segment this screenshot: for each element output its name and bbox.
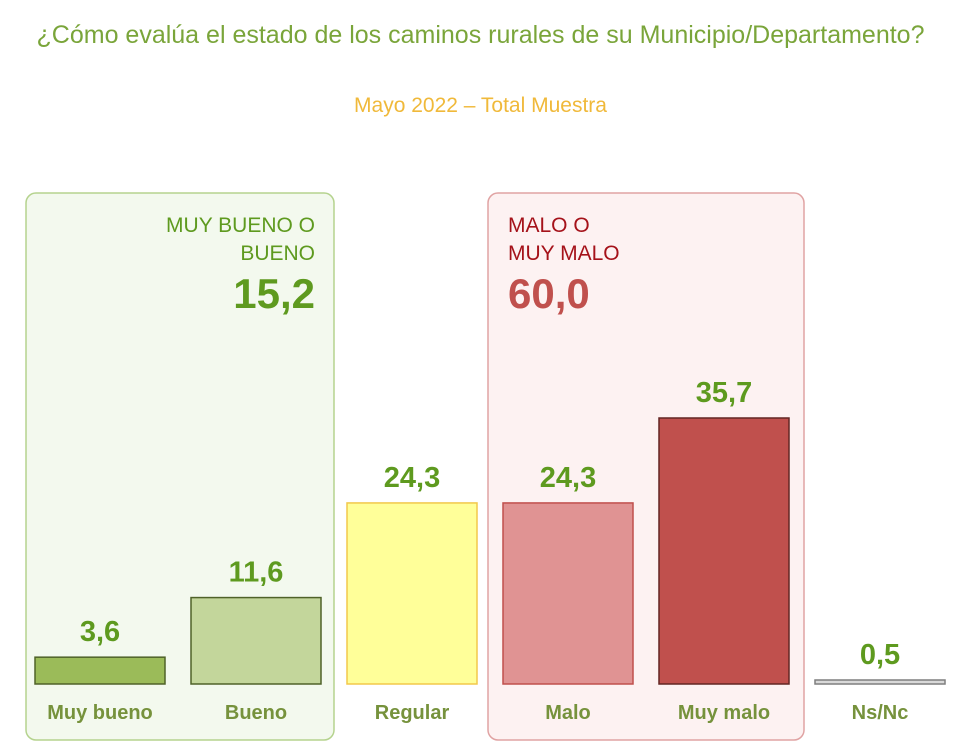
chart-subtitle: Mayo 2022 – Total Muestra: [354, 94, 607, 117]
category-label: Muy bueno: [47, 702, 153, 724]
bar-malo: [502, 502, 634, 685]
data-label: 35,7: [696, 377, 752, 409]
bar-ns-nc: [814, 679, 946, 685]
category-label: Malo: [545, 702, 591, 724]
group-good-line2: BUENO: [240, 242, 315, 265]
category-label: Regular: [375, 702, 450, 724]
category-label: Muy malo: [678, 702, 770, 724]
bar-muy-malo: [658, 417, 790, 685]
bar-regular: [346, 502, 478, 685]
group-bad-line2: MUY MALO: [508, 242, 620, 265]
chart-title: ¿Cómo evalúa el estado de los caminos ru…: [36, 21, 925, 49]
data-label: 3,6: [80, 616, 120, 648]
group-bad-line1: MALO O: [508, 214, 590, 237]
data-label: 24,3: [384, 462, 440, 494]
data-label: 11,6: [229, 557, 284, 589]
group-bad-label: MALO O MUY MALO 60,0: [508, 212, 620, 320]
data-label: 24,3: [540, 462, 596, 494]
data-label: 0,5: [860, 639, 900, 671]
group-good-total: 15,2: [233, 270, 315, 317]
category-label: Ns/Nc: [852, 702, 909, 724]
group-bad-total: 60,0: [508, 270, 590, 317]
bar-bueno: [190, 596, 322, 685]
group-good-line1: MUY BUENO O: [166, 214, 315, 237]
bar-muy-bueno: [34, 656, 166, 685]
category-label: Bueno: [225, 702, 287, 724]
group-good-label: MUY BUENO O BUENO 15,2: [166, 212, 315, 320]
